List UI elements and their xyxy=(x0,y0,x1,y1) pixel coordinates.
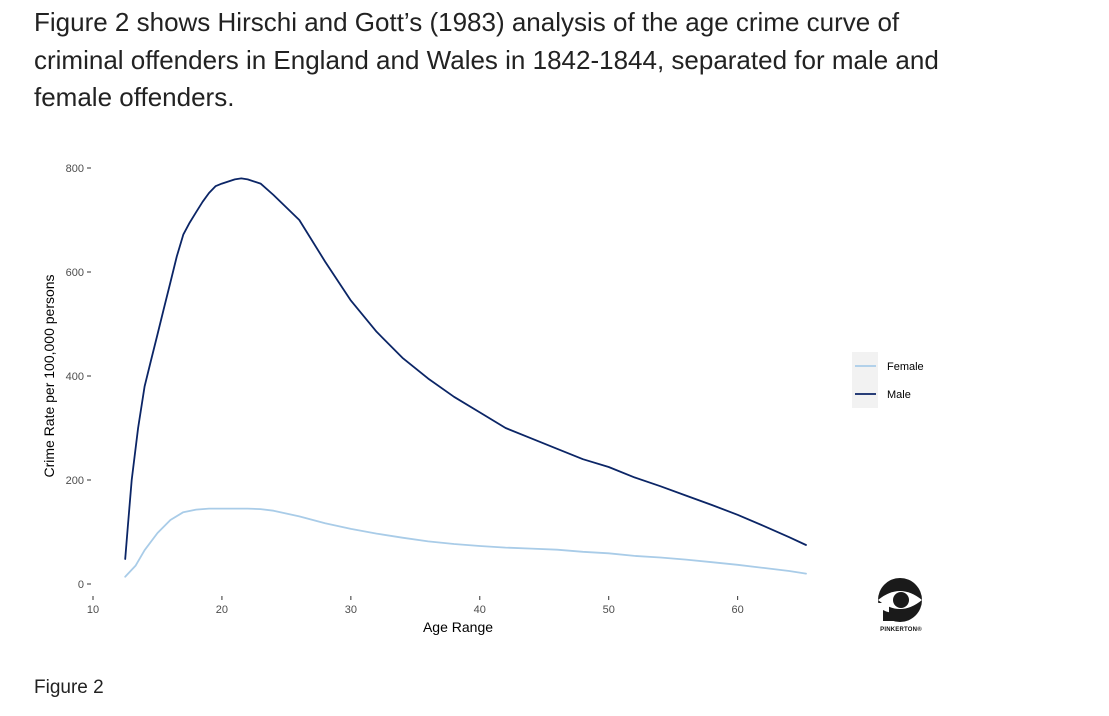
intro-paragraph: Figure 2 shows Hirschi and Gott’s (1983)… xyxy=(34,7,939,112)
x-tick-label: 10 xyxy=(87,604,99,616)
y-axis-title: Crime Rate per 100,000 persons xyxy=(41,274,57,477)
pinkerton-eye-icon xyxy=(877,578,922,622)
legend: Female Male xyxy=(852,352,924,408)
y-tick-label: 600 xyxy=(66,267,84,279)
x-axis-title: Age Range xyxy=(423,619,493,635)
series-layer xyxy=(124,177,807,578)
x-tick-label: 30 xyxy=(345,604,357,616)
x-tick-label: 50 xyxy=(603,604,615,616)
series-line-female xyxy=(124,507,807,578)
x-axis: 10 20 30 40 50 60 xyxy=(87,596,744,616)
y-tick-label: 0 xyxy=(78,579,84,591)
x-tick-label: 20 xyxy=(216,604,228,616)
y-tick-label: 800 xyxy=(66,163,84,175)
legend-label-male: Male xyxy=(887,389,911,401)
legend-label-female: Female xyxy=(887,361,924,373)
x-tick-label: 40 xyxy=(474,604,486,616)
pinkerton-wordmark: PINKERTON® xyxy=(880,626,922,633)
pinkerton-logo: PINKERTON® xyxy=(877,578,922,633)
figure-caption: Figure 2 xyxy=(34,677,104,698)
series-line-male xyxy=(124,177,807,560)
legend-key-background xyxy=(852,352,878,408)
y-axis: 0 200 400 600 800 xyxy=(66,163,91,591)
x-tick-label: 60 xyxy=(732,604,744,616)
y-tick-label: 400 xyxy=(66,371,84,383)
y-tick-label: 200 xyxy=(66,475,84,487)
